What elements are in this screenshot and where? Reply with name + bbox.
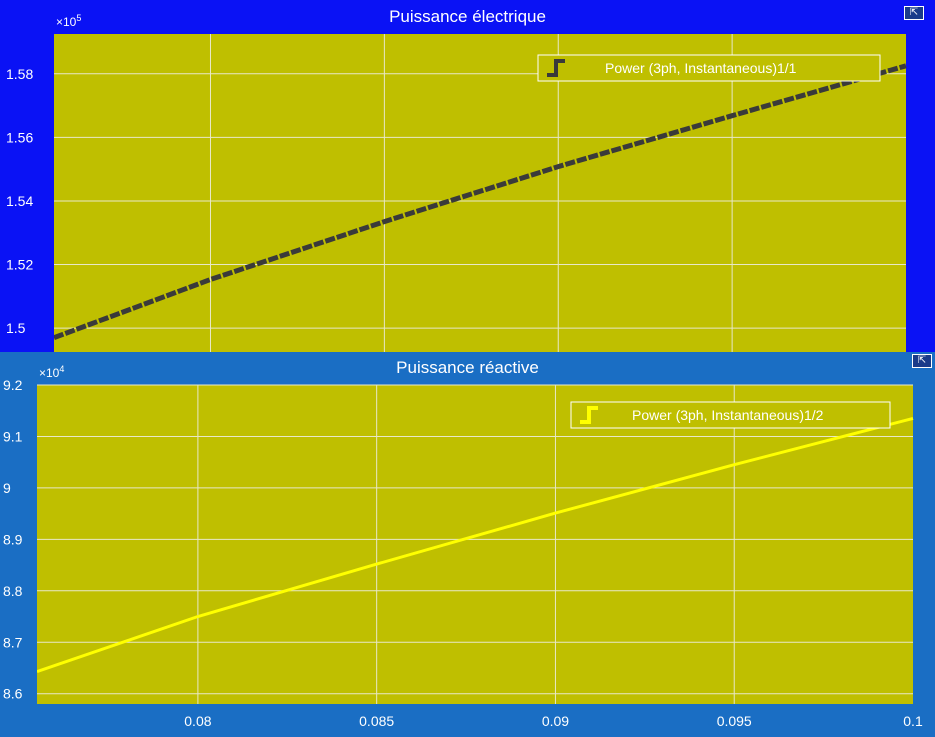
y-tick-label: 1.5 <box>6 320 26 336</box>
y-tick-label: 8.9 <box>3 531 23 547</box>
plot-area <box>37 385 913 704</box>
legend-box <box>570 401 891 429</box>
series-line <box>54 63 907 341</box>
y-tick-label: 8.6 <box>3 686 23 702</box>
chart-bottom: 8.6 8.7 8.8 8.9 9 9.1 9.2 0.08 0.085 0.09 0.095 0.1… <box>3 364 923 729</box>
undock-icon-top[interactable]: ⇱ <box>904 6 924 20</box>
chart-title-bottom: Puissance réactive <box>396 358 539 377</box>
legend-step-icon <box>547 59 565 77</box>
legend-step-icon <box>580 406 598 424</box>
x-tick-label: 0.085 <box>359 713 394 729</box>
series-line <box>37 416 914 674</box>
plot-panel-top: Puissance électrique ⇱ 1.5 1.52 1.54 1.56 1.… <box>0 0 935 352</box>
legend-label: Power (3ph, Instantaneous)1/2 <box>632 407 824 423</box>
y-tick-label: 1.52 <box>6 257 33 273</box>
y-tick-label: 8.8 <box>3 583 23 599</box>
legend-label: Power (3ph, Instantaneous)1/1 <box>605 60 797 76</box>
chart-title-top: Puissance électrique <box>389 7 546 26</box>
x-tick-label: 0.09 <box>542 713 569 729</box>
chart-top: 1.5 1.52 1.54 1.56 1.58 ×105 Power (3ph, Insta… <box>6 13 907 352</box>
y-tick-label: 1.54 <box>6 193 33 209</box>
y-tick-label: 9 <box>3 480 11 496</box>
y-tick-label: 9.2 <box>3 377 23 393</box>
y-tick-label: 8.7 <box>3 634 23 650</box>
y-tick-label: 1.58 <box>6 66 33 82</box>
legend-box <box>537 54 881 82</box>
y-exponent-label: ×105 <box>56 13 81 29</box>
y-tick-label: 1.56 <box>6 129 33 145</box>
plot-panel-bottom: Puissance réactive ⇱ 8.6 8.7 8.8 8.9 9 9.1 9.2… <box>0 352 935 737</box>
x-tick-label: 0.08 <box>184 713 211 729</box>
undock-icon-bottom[interactable]: ⇱ <box>912 354 932 368</box>
x-tick-label: 0.1 <box>903 713 923 729</box>
x-tick-label: 0.095 <box>717 713 752 729</box>
y-exponent-label: ×104 <box>39 364 64 380</box>
y-tick-label: 9.1 <box>3 428 23 444</box>
